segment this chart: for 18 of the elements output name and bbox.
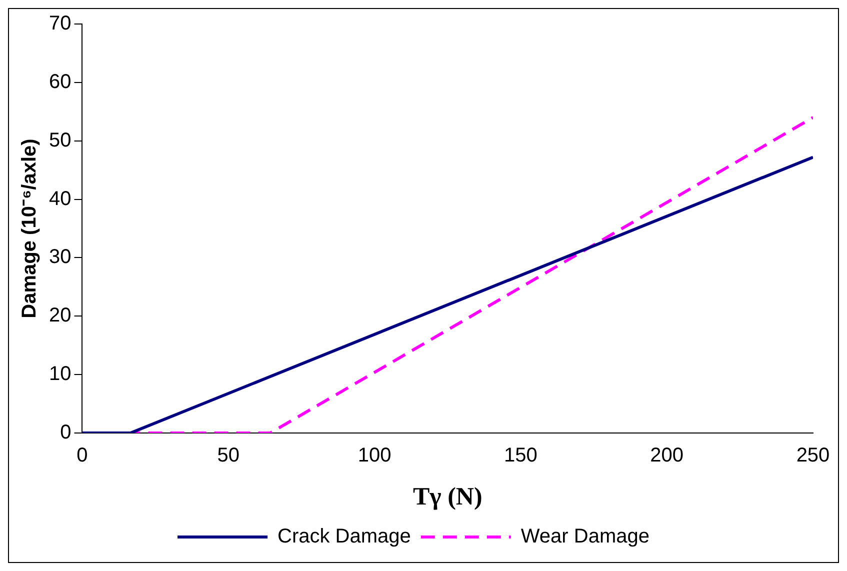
x-axis-title: Tγ (N): [412, 483, 482, 510]
y-tick-label: 10: [48, 363, 72, 386]
y-tick-label: 70: [48, 12, 72, 35]
x-tick-label: 100: [358, 444, 392, 467]
x-tick-label: 250: [796, 444, 830, 467]
y-tick-label: 30: [48, 246, 72, 268]
y-tick-label: 40: [48, 188, 72, 210]
legend-label: Wear Damage: [520, 526, 650, 548]
y-tick-label: 20: [48, 304, 72, 327]
x-tick-label: 150: [504, 444, 538, 467]
y-axis-title: Damage (10⁻⁶/axle): [18, 138, 41, 318]
y-tick-label: 0: [60, 422, 72, 444]
y-tick-label: 60: [48, 70, 72, 93]
x-tick-label: 0: [76, 444, 88, 467]
x-tick-label: 200: [650, 444, 684, 467]
x-tick-label: 50: [217, 444, 240, 467]
legend-label: Crack Damage: [278, 526, 411, 548]
y-tick-label: 50: [48, 129, 72, 152]
